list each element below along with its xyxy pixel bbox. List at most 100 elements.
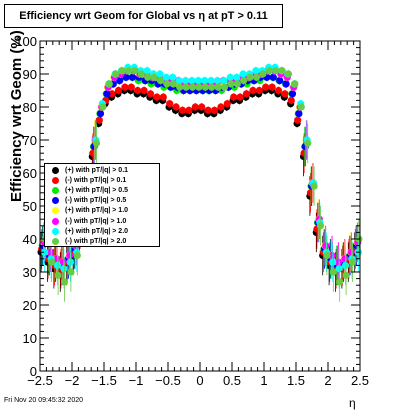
data-point bbox=[116, 77, 124, 85]
data-point bbox=[207, 77, 215, 85]
data-point bbox=[242, 90, 251, 98]
legend-item: (-) with pT/|q| > 0.1 bbox=[47, 175, 157, 185]
x-axis-label: η bbox=[349, 396, 356, 410]
data-point bbox=[53, 261, 62, 269]
data-point bbox=[201, 77, 209, 85]
data-point bbox=[240, 77, 248, 85]
data-point bbox=[282, 80, 290, 88]
data-point bbox=[336, 278, 344, 286]
legend-label: (-) with pT/|q| > 2.0 bbox=[65, 237, 127, 245]
data-point bbox=[272, 67, 280, 75]
series-7 bbox=[41, 66, 363, 302]
data-point bbox=[239, 70, 247, 78]
data-point bbox=[334, 258, 343, 266]
data-point bbox=[259, 70, 267, 78]
data-point bbox=[176, 83, 184, 91]
x-tick-label: 1.5 bbox=[287, 373, 305, 388]
x-tick-label: −1 bbox=[129, 373, 144, 388]
data-point bbox=[304, 139, 312, 147]
data-point bbox=[108, 90, 116, 98]
data-point bbox=[150, 73, 158, 81]
data-point bbox=[162, 73, 170, 81]
legend-label: (-) with pT/|q| > 0.1 bbox=[65, 176, 127, 184]
data-point bbox=[92, 139, 101, 147]
data-point bbox=[178, 106, 187, 114]
data-point bbox=[194, 77, 202, 85]
data-point bbox=[281, 90, 289, 98]
data-point bbox=[341, 261, 350, 269]
legend-marker bbox=[52, 176, 59, 184]
data-point bbox=[137, 70, 145, 78]
data-point bbox=[131, 67, 139, 75]
legend-label: (-) with pT/|q| > 1.0 bbox=[65, 217, 127, 225]
data-point bbox=[252, 67, 260, 75]
data-point bbox=[316, 222, 325, 230]
data-point bbox=[143, 67, 151, 75]
chart-title: Efficiency wrt Geom for Global vs η at p… bbox=[4, 4, 283, 28]
data-point bbox=[294, 116, 302, 124]
data-point bbox=[59, 258, 67, 266]
data-point bbox=[46, 248, 55, 256]
x-tick-label: 1 bbox=[260, 373, 267, 388]
data-point bbox=[66, 251, 74, 260]
data-point bbox=[156, 70, 164, 78]
data-point bbox=[99, 103, 107, 111]
data-point bbox=[172, 103, 180, 111]
data-point bbox=[214, 83, 222, 91]
x-tick-label: −2 bbox=[65, 373, 80, 388]
data-point bbox=[188, 83, 197, 91]
y-tick-label: 10 bbox=[23, 331, 37, 346]
legend-item: (+) with pT/|q| > 0.1 bbox=[47, 165, 157, 175]
data-point bbox=[342, 271, 350, 279]
data-point bbox=[114, 86, 123, 95]
data-point bbox=[103, 90, 111, 98]
legend-marker bbox=[52, 186, 59, 194]
data-point bbox=[66, 258, 74, 266]
axes: −2.5 −2 −1.5 −1 −0.5 0 0.5 1 1.5 2 2.5 0 10 20 30 40 50 6… bbox=[15, 34, 369, 388]
data-point bbox=[210, 106, 219, 114]
data-point bbox=[208, 83, 216, 91]
data-point bbox=[278, 67, 286, 75]
legend-item: (-) with pT/|q| > 0.5 bbox=[47, 196, 157, 206]
data-point bbox=[95, 116, 103, 124]
data-point bbox=[255, 86, 263, 95]
data-point bbox=[213, 77, 222, 85]
data-point bbox=[226, 73, 234, 81]
data-point bbox=[291, 80, 299, 88]
data-point bbox=[328, 251, 336, 260]
data-point bbox=[105, 80, 113, 88]
data-point bbox=[166, 100, 174, 108]
data-point bbox=[262, 83, 270, 91]
y-tick-label: 90 bbox=[23, 67, 37, 82]
legend-label: (+) with pT/|q| > 2.0 bbox=[65, 227, 129, 235]
data-point bbox=[169, 73, 177, 81]
data-point bbox=[341, 255, 349, 263]
data-point bbox=[223, 100, 231, 108]
data-point bbox=[252, 73, 261, 81]
data-point bbox=[310, 182, 318, 190]
data-point bbox=[53, 255, 61, 263]
data-point bbox=[322, 242, 330, 250]
data-point bbox=[175, 77, 183, 85]
legend: (+) with pT/|q| > 0.1 (-) with pT/|q| > 0… bbox=[44, 163, 160, 247]
data-point bbox=[146, 90, 155, 98]
data-point bbox=[112, 70, 120, 78]
legend-item: (+) with pT/|q| > 2.0 bbox=[47, 226, 157, 236]
data-point bbox=[185, 106, 193, 114]
x-tick-label: −0.5 bbox=[155, 373, 181, 388]
data-point bbox=[230, 93, 238, 101]
legend-marker bbox=[52, 166, 59, 174]
data-point bbox=[163, 80, 171, 88]
x-tick-label: 2.5 bbox=[351, 373, 369, 388]
data-point bbox=[182, 83, 190, 91]
legend-label: (+) with pT/|q| > 0.1 bbox=[65, 166, 129, 174]
x-tick-label: 2 bbox=[324, 373, 331, 388]
legend-marker bbox=[52, 197, 59, 205]
legend-marker bbox=[52, 227, 59, 235]
data-point bbox=[191, 103, 199, 111]
data-point bbox=[347, 248, 355, 256]
data-point bbox=[159, 93, 167, 101]
data-point bbox=[181, 77, 190, 85]
data-point bbox=[201, 83, 209, 91]
y-tick-label: 50 bbox=[23, 199, 37, 214]
